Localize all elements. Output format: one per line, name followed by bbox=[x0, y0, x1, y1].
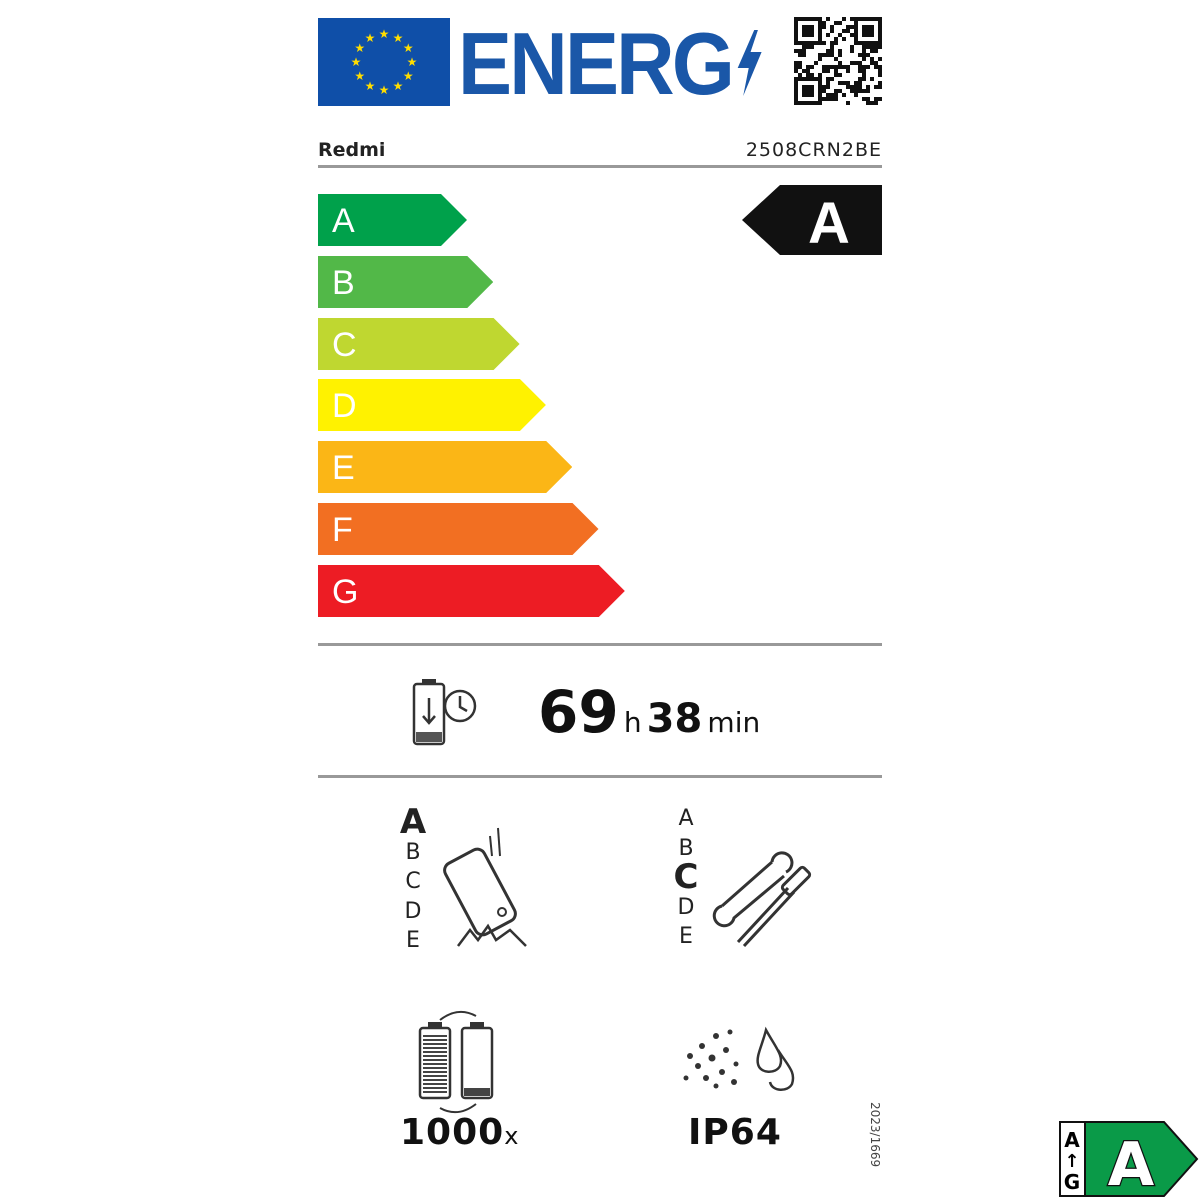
scale-letter: D bbox=[677, 894, 695, 920]
star-icon: ★ bbox=[379, 83, 390, 97]
star-icon: ★ bbox=[354, 41, 365, 55]
scale-letter: E bbox=[679, 924, 693, 949]
divider bbox=[318, 165, 882, 168]
cycles-value: 1000 bbox=[400, 1112, 505, 1153]
eu-flag-icon: ★ ★ ★ ★ ★ ★ ★ ★ ★ ★ ★ ★ bbox=[318, 18, 450, 106]
scale-letter: C bbox=[673, 857, 699, 897]
cycles-unit: x bbox=[504, 1122, 520, 1150]
rating-arrow: A bbox=[742, 185, 882, 255]
tools-icon bbox=[712, 851, 812, 948]
star-icon: ★ bbox=[379, 27, 390, 41]
star-icon: ★ bbox=[403, 69, 414, 83]
dust-water-icon bbox=[683, 1026, 795, 1091]
star-icon: ★ bbox=[354, 69, 365, 83]
scale-letter: C bbox=[405, 869, 421, 894]
star-icon: ★ bbox=[393, 31, 404, 45]
badge-top: A bbox=[1064, 1128, 1080, 1152]
qr-code-icon[interactable] bbox=[794, 17, 882, 105]
class-label: B bbox=[332, 263, 355, 302]
arrow-up-icon: ↑ bbox=[1064, 1151, 1079, 1172]
lightning-icon bbox=[737, 30, 762, 96]
hours-unit: h bbox=[623, 706, 642, 739]
model-number: 2508CRN2BE bbox=[745, 139, 882, 161]
minutes-value: 38 bbox=[646, 696, 703, 742]
star-icon: ★ bbox=[393, 79, 404, 93]
battery-cycles: 1000x bbox=[400, 1112, 519, 1153]
energy-title: ENERG bbox=[458, 14, 763, 114]
divider bbox=[318, 643, 882, 646]
minutes-unit: min bbox=[707, 706, 761, 739]
divider bbox=[318, 775, 882, 778]
brand-name: Redmi bbox=[318, 139, 386, 161]
badge-class: A bbox=[1108, 1130, 1155, 1197]
ingress-protection: IP64 bbox=[688, 1112, 782, 1153]
energ-text: ENERG bbox=[458, 14, 735, 113]
class-label: C bbox=[332, 325, 357, 364]
scale-letter: B bbox=[405, 839, 421, 865]
class-label: F bbox=[332, 511, 353, 549]
class-label: A bbox=[332, 202, 355, 240]
class-label: D bbox=[332, 387, 357, 426]
regulation-number: 2023/1669 bbox=[868, 1102, 882, 1168]
scale-letter: A bbox=[399, 802, 427, 842]
star-icon: ★ bbox=[365, 79, 376, 93]
battery-cycle-icon bbox=[418, 1010, 494, 1114]
star-icon: ★ bbox=[365, 31, 376, 45]
scale-letter: A bbox=[678, 806, 694, 831]
rating-letter: A bbox=[808, 191, 850, 255]
class-label: E bbox=[332, 449, 355, 488]
energy-class-badge: A ↑ G A bbox=[1059, 1121, 1199, 1197]
scale-letter: E bbox=[406, 928, 420, 953]
scale-letter: B bbox=[678, 835, 694, 861]
star-icon: ★ bbox=[351, 55, 362, 69]
battery-endurance: 69 h 38 min bbox=[538, 678, 760, 746]
hours-value: 69 bbox=[538, 678, 619, 746]
phone-drop-icon bbox=[443, 827, 527, 947]
badge-bottom: G bbox=[1064, 1170, 1080, 1194]
star-icon: ★ bbox=[407, 55, 418, 69]
scale-letter: D bbox=[404, 898, 422, 924]
class-label: G bbox=[332, 572, 359, 611]
star-icon: ★ bbox=[403, 41, 414, 55]
battery-clock-icon bbox=[412, 679, 477, 746]
